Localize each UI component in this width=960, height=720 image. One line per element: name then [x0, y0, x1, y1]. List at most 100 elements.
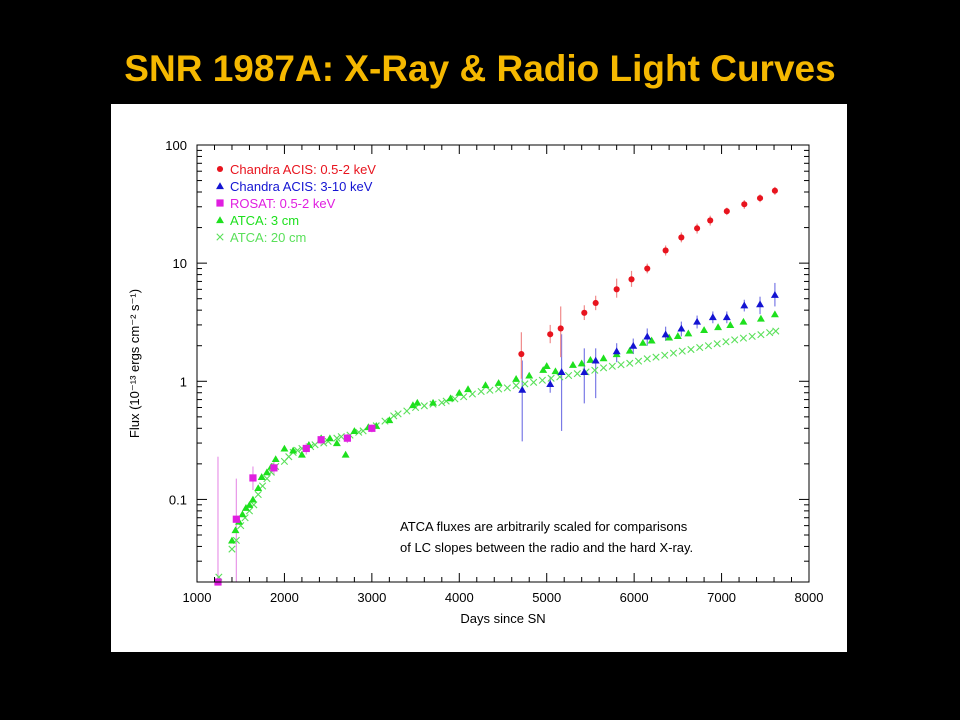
data-point	[708, 313, 717, 321]
x-tick-label: 3000	[357, 590, 386, 605]
data-point	[662, 247, 669, 254]
data-point	[756, 195, 764, 202]
data-point	[249, 474, 257, 482]
light-curve-chart: 1000 2000 3000 4000 5000 6000 7000 8000 0.1 1 10 10…	[127, 138, 823, 626]
data-point	[332, 439, 341, 447]
plot-panel: 1000 2000 3000 4000 5000 6000 7000 8000 0.1 1 10 10…	[111, 104, 847, 652]
y-axis-label: Flux (10⁻¹³ ergs cm⁻² s⁻¹)	[127, 289, 142, 438]
data-point	[438, 398, 446, 407]
data-point	[521, 380, 529, 388]
data-point	[228, 545, 236, 553]
data-point	[643, 332, 652, 340]
data-point	[647, 336, 656, 344]
data-point	[771, 187, 778, 194]
data-point	[280, 444, 289, 452]
data-point	[722, 313, 731, 321]
data-point	[477, 387, 485, 396]
y-tick-label: 10	[173, 256, 187, 271]
data-point	[673, 332, 682, 340]
data-point	[481, 381, 490, 389]
data-point	[644, 265, 651, 272]
legend-marker	[216, 199, 224, 207]
data-point	[257, 473, 266, 481]
data-point	[740, 301, 749, 309]
data-point	[518, 350, 525, 358]
legend-label: ROSAT: 0.5-2 keV	[230, 196, 336, 211]
data-point	[420, 402, 428, 410]
data-point	[495, 385, 503, 393]
data-point	[693, 317, 702, 325]
data-point	[512, 375, 521, 382]
data-point	[677, 324, 686, 332]
data-point	[302, 444, 310, 453]
y-tick-label: 0.1	[169, 492, 187, 507]
data-point	[539, 366, 548, 373]
data-point	[455, 388, 464, 396]
data-point	[325, 434, 334, 442]
x-tick-label: 1000	[183, 590, 212, 605]
data-point	[403, 407, 411, 415]
data-point	[739, 334, 748, 342]
x-tick-label: 7000	[707, 590, 736, 605]
data-point	[700, 326, 709, 334]
data-point	[713, 340, 721, 348]
data-point	[385, 416, 394, 424]
data-point	[638, 338, 647, 346]
data-point	[661, 330, 670, 338]
legend-marker	[216, 165, 224, 173]
data-point	[271, 455, 280, 463]
data-point	[581, 309, 588, 316]
data-point	[591, 356, 600, 364]
data-point	[684, 329, 693, 337]
data-point	[368, 424, 376, 432]
data-point	[628, 276, 635, 283]
data-point	[643, 355, 651, 363]
data-point	[341, 450, 350, 458]
data-point	[381, 417, 389, 425]
data-point	[408, 401, 417, 409]
data-point	[678, 234, 685, 241]
data-point	[599, 364, 608, 372]
data-point	[512, 381, 520, 390]
data-point	[613, 286, 620, 293]
data-point	[231, 526, 240, 534]
data-point	[343, 434, 351, 442]
data-point	[429, 398, 438, 406]
data-point	[311, 441, 319, 449]
slide-title: SNR 1987A: X-Ray & Radio Light Curves	[124, 48, 836, 89]
data-point	[687, 345, 695, 354]
data-point	[232, 515, 240, 523]
data-point	[518, 385, 527, 393]
data-point	[678, 347, 686, 355]
data-point	[599, 354, 608, 362]
data-point	[350, 427, 359, 435]
data-point	[626, 359, 634, 367]
data-point	[337, 433, 345, 441]
legend-label: ATCA: 3 cm	[230, 213, 299, 228]
data-point	[564, 371, 573, 380]
data-point	[723, 208, 730, 215]
data-point	[248, 495, 257, 503]
data-point	[608, 362, 616, 370]
data-point	[568, 360, 577, 368]
plot-frame	[196, 144, 810, 583]
legend-marker	[216, 182, 224, 190]
data-point	[538, 376, 546, 384]
data-point	[694, 225, 701, 232]
data-point	[394, 410, 402, 418]
legend: Chandra ACIS: 0.5-2 keV Chandra ACIS: 3-1…	[216, 162, 376, 245]
data-point	[238, 510, 247, 518]
data-point	[529, 378, 538, 386]
data-point	[634, 357, 643, 365]
annotation: ATCA fluxes are arbitrarily scaled for c…	[400, 519, 693, 555]
data-point	[573, 370, 581, 378]
data-point	[625, 346, 634, 354]
annotation-line: ATCA fluxes are arbitrarily scaled for c…	[400, 519, 688, 534]
data-point	[577, 359, 586, 367]
data-point	[739, 317, 748, 325]
data-point	[551, 367, 560, 375]
data-point	[557, 325, 564, 332]
data-point	[591, 366, 599, 374]
data-point	[592, 299, 599, 307]
data-point	[756, 314, 765, 322]
